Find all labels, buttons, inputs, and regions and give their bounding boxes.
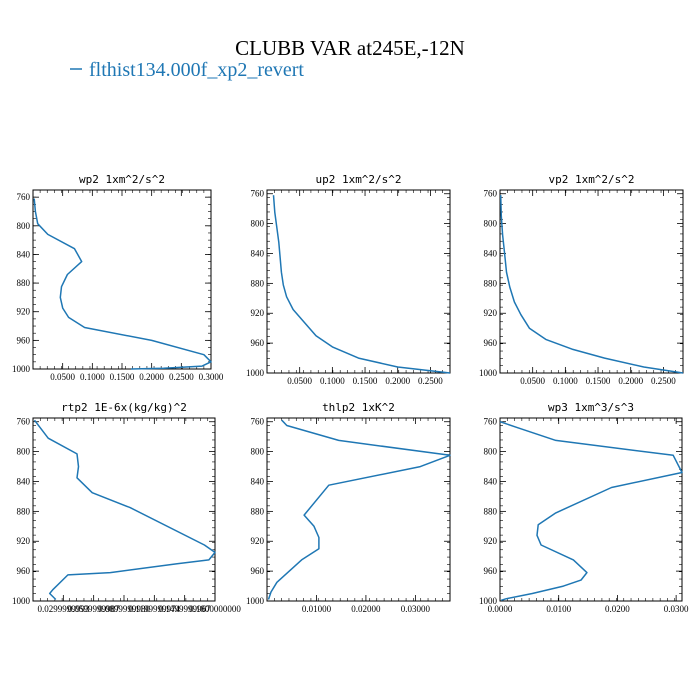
y-tick-label: 880 <box>17 506 31 516</box>
x-tick-label: 0.0200 <box>605 604 630 614</box>
panel-title: thlp2 1xK^2 <box>322 401 395 414</box>
x-tick-label: 0.1500 <box>110 372 135 382</box>
x-tick-label: 0.1199999974 <box>129 604 181 614</box>
series-line <box>33 419 216 601</box>
y-tick-label: 800 <box>17 221 31 231</box>
x-tick-label: 0.0300 <box>664 604 689 614</box>
panel-title: rtp2 1E-6x(kg/kg)^2 <box>61 401 187 414</box>
y-tick-label: 880 <box>484 278 498 288</box>
x-tick-label: 0.0100 <box>546 604 571 614</box>
x-tick-label: 0.1000 <box>80 372 105 382</box>
series-line <box>33 198 212 370</box>
y-tick-label: 760 <box>484 417 498 427</box>
legend: flthist134.000f_xp2_revert <box>70 59 304 81</box>
panel-frame <box>266 417 451 602</box>
x-tick-label: 0.0299999993 <box>37 604 89 614</box>
y-tick-label: 840 <box>17 249 31 259</box>
y-tick-label: 1000 <box>479 596 498 606</box>
y-tick-label: 920 <box>484 308 498 318</box>
x-tick-label: 0.1499999967 <box>159 604 211 614</box>
panels-grid: wp2 1xm^2/s^2 760 800 840 880 920 960 1000 0.050… <box>12 173 689 614</box>
y-tick-label: 840 <box>251 248 265 258</box>
y-tick-label: 920 <box>251 536 265 546</box>
y-tick-label: 760 <box>484 189 498 199</box>
x-tick-label: 0.0000 <box>488 604 513 614</box>
x-tick-label: 0.01000 <box>302 604 332 614</box>
x-tick-label: 0.0599999987 <box>68 604 120 614</box>
x-tick-label: 0.2000 <box>618 376 643 386</box>
panel-title: vp2 1xm^2/s^2 <box>548 173 634 186</box>
x-tick-label: 0.1000 <box>320 376 345 386</box>
panel-title: wp3 1xm^3/s^3 <box>548 401 634 414</box>
y-tick-label: 840 <box>251 476 265 486</box>
y-tick-label: 960 <box>484 338 498 348</box>
y-tick-label: 920 <box>17 307 31 317</box>
x-tick-label: 0.1000 <box>553 376 578 386</box>
x-tick-label: 0.2500 <box>651 376 676 386</box>
panel-frame <box>499 189 684 374</box>
y-tick-label: 1000 <box>246 596 265 606</box>
y-tick-label: 760 <box>251 189 265 199</box>
y-tick-label: 1000 <box>246 368 265 378</box>
y-tick-label: 1000 <box>12 364 31 374</box>
panel-frame <box>266 189 451 374</box>
x-tick-label: 0.0500 <box>50 372 75 382</box>
y-tick-label: 760 <box>251 417 265 427</box>
y-tick-label: 1000 <box>479 368 498 378</box>
y-tick-label: 840 <box>484 476 498 486</box>
y-tick-label: 1000 <box>12 596 31 606</box>
x-tick-label: 0.0500 <box>287 376 312 386</box>
y-tick-label: 760 <box>17 192 31 202</box>
y-tick-label: 960 <box>251 566 265 576</box>
panel-2: up2 1xm^2/s^2 760 800 840 880 920 960 1000 0.050… <box>246 173 451 386</box>
y-tick-label: 880 <box>251 506 265 516</box>
y-tick-label: 880 <box>251 278 265 288</box>
y-tick-label: 960 <box>251 338 265 348</box>
y-tick-label: 920 <box>484 536 498 546</box>
y-tick-label: 880 <box>484 506 498 516</box>
series-line <box>499 195 684 374</box>
x-tick-label: 0.2500 <box>418 376 443 386</box>
x-tick-label: 0.1500 <box>586 376 611 386</box>
x-tick-label: 0.1800000000 <box>189 604 241 614</box>
panel-3: vp2 1xm^2/s^2 760 800 840 880 920 960 1000 0.050… <box>479 173 684 386</box>
y-tick-label: 800 <box>17 447 31 457</box>
y-tick-label: 960 <box>17 566 31 576</box>
x-tick-label: 0.3000 <box>199 372 224 382</box>
x-tick-label: 0.02000 <box>351 604 381 614</box>
x-tick-label: 0.2000 <box>385 376 410 386</box>
x-tick-label: 0.2000 <box>139 372 164 382</box>
series-line <box>499 420 683 602</box>
y-tick-label: 920 <box>17 536 31 546</box>
y-tick-label: 960 <box>484 566 498 576</box>
x-tick-label: 0.1500 <box>353 376 378 386</box>
y-tick-label: 800 <box>484 219 498 229</box>
series-line <box>267 419 451 600</box>
figure-title: CLUBB VAR at245E,-12N <box>235 36 465 60</box>
panel-title: up2 1xm^2/s^2 <box>315 173 401 186</box>
y-tick-label: 800 <box>251 447 265 457</box>
panel-frame <box>499 417 683 602</box>
y-tick-label: 800 <box>251 219 265 229</box>
x-tick-label: 0.0899999980 <box>98 604 150 614</box>
y-tick-label: 800 <box>484 447 498 457</box>
x-tick-label: 0.03000 <box>401 604 431 614</box>
legend-label: flthist134.000f_xp2_revert <box>89 59 304 81</box>
panel-6: wp3 1xm^3/s^3 760 800 840 880 920 960 10000.000… <box>479 401 689 614</box>
x-tick-label: 0.2500 <box>169 372 194 382</box>
panel-title: wp2 1xm^2/s^2 <box>79 173 165 186</box>
y-tick-label: 840 <box>484 248 498 258</box>
y-tick-label: 840 <box>17 476 31 486</box>
y-tick-label: 880 <box>17 278 31 288</box>
y-tick-label: 960 <box>17 335 31 345</box>
y-tick-label: 760 <box>17 417 31 427</box>
series-line <box>272 195 451 374</box>
panel-4: rtp2 1E-6x(kg/kg)^2 760 800 840 880 920 960 100… <box>12 401 241 614</box>
y-tick-label: 920 <box>251 308 265 318</box>
panel-1: wp2 1xm^2/s^2 760 800 840 880 920 960 1000 0.050… <box>12 173 224 382</box>
panel-5: thlp2 1xK^2 760 800 840 880 920 960 1000 0.01000… <box>246 401 451 614</box>
panel-frame <box>32 189 212 370</box>
x-tick-label: 0.0500 <box>520 376 545 386</box>
